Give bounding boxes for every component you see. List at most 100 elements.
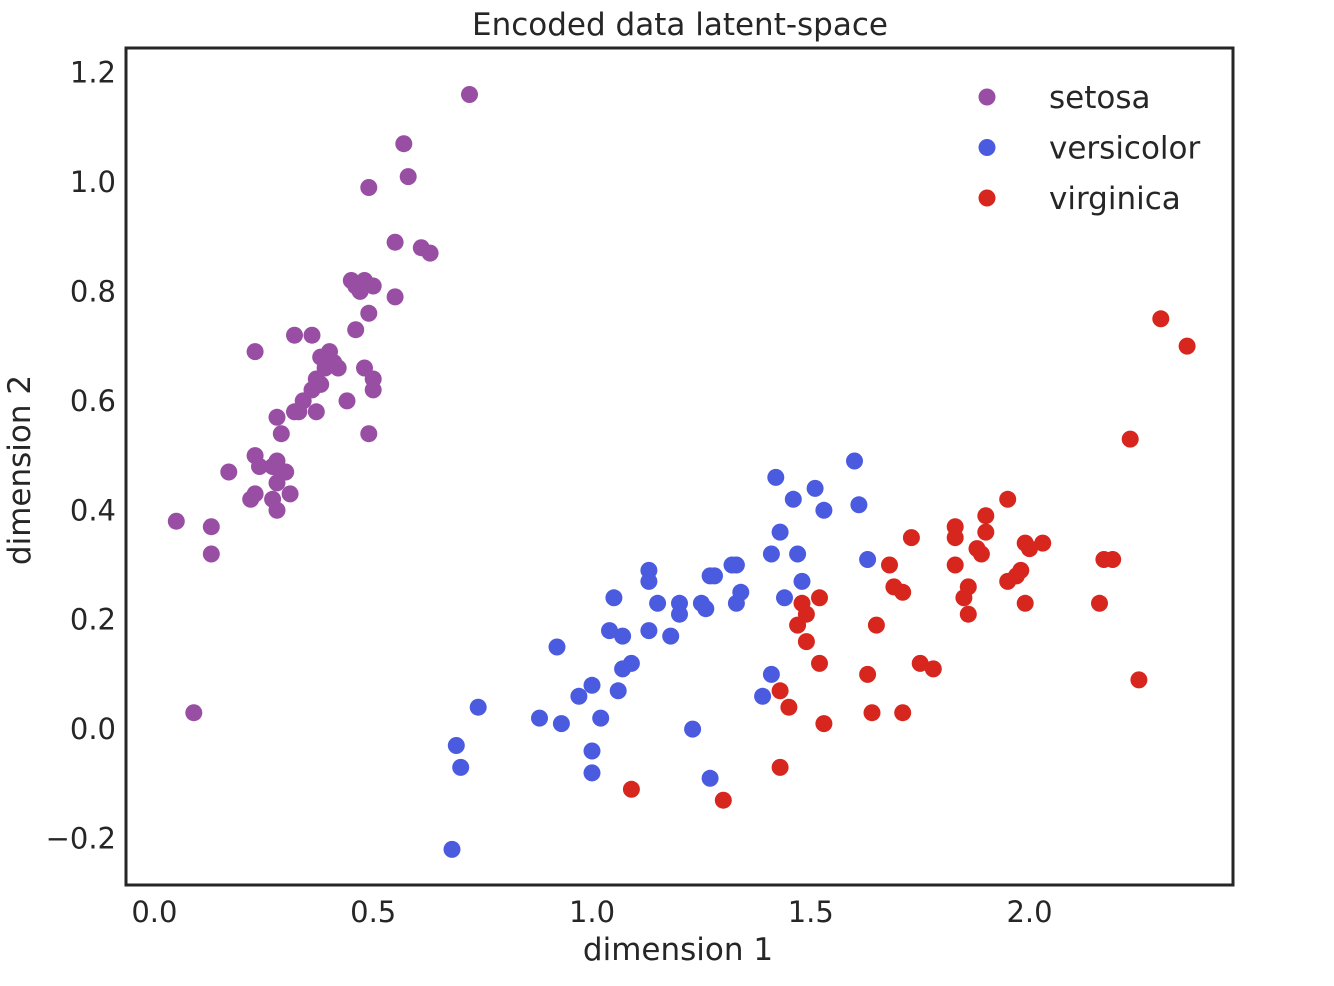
x-tick-label: 0.0 <box>131 895 177 929</box>
point-versicolor-15 <box>701 567 719 585</box>
point-setosa-12 <box>386 288 404 306</box>
point-setosa-17 <box>303 326 321 344</box>
point-virginica-41 <box>863 704 881 722</box>
point-setosa-32 <box>290 403 308 421</box>
point-virginica-4 <box>977 507 995 525</box>
point-versicolor-21 <box>605 589 623 607</box>
point-versicolor-25 <box>697 600 715 618</box>
point-versicolor-38 <box>531 709 548 727</box>
legend-label-versicolor: versicolor <box>1049 131 1201 167</box>
x-tick-label: 1.0 <box>569 895 615 929</box>
y-tick-label: 0.2 <box>70 603 116 637</box>
point-setosa-36 <box>360 425 378 443</box>
legend-label-virginica: virginica <box>1049 181 1181 217</box>
point-setosa-50 <box>167 512 185 530</box>
y-axis-label: dimension 2 <box>2 375 38 565</box>
point-versicolor-4 <box>815 501 833 519</box>
point-virginica-18 <box>881 556 898 574</box>
legend-marker-virginica <box>978 189 996 207</box>
point-versicolor-28 <box>614 627 632 645</box>
x-tick-label: 1.5 <box>788 895 834 929</box>
point-setosa-4 <box>386 233 404 251</box>
y-tick-label: −0.2 <box>46 822 116 856</box>
point-setosa-48 <box>268 501 286 519</box>
point-virginica-31 <box>789 616 807 634</box>
point-virginica-17 <box>946 556 964 574</box>
point-virginica-26 <box>1104 551 1122 568</box>
point-versicolor-23 <box>671 605 688 623</box>
point-setosa-2 <box>395 135 413 153</box>
point-versicolor-10 <box>776 589 793 607</box>
y-tick-label: 1.2 <box>70 56 116 90</box>
y-tick-label: 0.8 <box>70 274 116 308</box>
point-virginica-8 <box>902 529 920 547</box>
point-virginica-44 <box>771 758 789 776</box>
point-virginica-45 <box>622 780 640 798</box>
point-setosa-16 <box>286 326 303 344</box>
point-versicolor-5 <box>850 496 868 514</box>
point-setosa-22 <box>329 359 347 377</box>
points-layer <box>167 86 1196 858</box>
x-axis-label: dimension 1 <box>583 932 773 968</box>
point-versicolor-11 <box>793 572 811 590</box>
point-virginica-35 <box>859 665 877 683</box>
point-versicolor-44 <box>452 758 470 776</box>
legend-marker-versicolor <box>978 139 996 156</box>
point-virginica-6 <box>977 523 995 541</box>
point-virginica-32 <box>867 616 885 634</box>
point-versicolor-34 <box>570 687 588 705</box>
x-tick-label: 0.5 <box>350 895 396 929</box>
point-setosa-3 <box>399 168 417 186</box>
point-versicolor-3 <box>806 479 824 497</box>
point-versicolor-45 <box>583 742 601 760</box>
point-virginica-0 <box>1152 310 1170 328</box>
point-versicolor-40 <box>684 720 702 738</box>
point-versicolor-19 <box>640 572 658 590</box>
y-tick-label: 0.6 <box>70 384 116 418</box>
point-virginica-28 <box>811 589 828 607</box>
point-setosa-43 <box>268 474 286 492</box>
point-versicolor-1 <box>767 468 785 486</box>
point-virginica-12 <box>1034 534 1052 552</box>
point-virginica-23 <box>959 605 977 623</box>
point-versicolor-27 <box>640 622 658 640</box>
point-versicolor-8 <box>789 545 807 563</box>
point-versicolor-46 <box>583 764 601 782</box>
point-versicolor-9 <box>859 551 877 568</box>
point-versicolor-48 <box>443 840 461 858</box>
point-virginica-20 <box>894 583 912 601</box>
point-setosa-38 <box>251 458 268 475</box>
point-setosa-51 <box>202 518 220 536</box>
point-virginica-46 <box>714 791 732 809</box>
point-setosa-28 <box>364 381 382 399</box>
point-setosa-53 <box>185 704 203 722</box>
point-setosa-25 <box>312 375 330 393</box>
point-setosa-14 <box>347 321 365 339</box>
point-setosa-46 <box>242 490 260 508</box>
point-versicolor-43 <box>447 737 465 754</box>
point-setosa-1 <box>360 179 378 196</box>
point-setosa-52 <box>202 545 220 563</box>
point-setosa-44 <box>281 485 299 503</box>
point-versicolor-13 <box>727 556 745 574</box>
point-versicolor-36 <box>592 709 610 727</box>
point-virginica-39 <box>780 698 798 716</box>
point-versicolor-7 <box>762 545 780 563</box>
point-setosa-0 <box>461 86 478 103</box>
y-tick-label: 0.0 <box>70 712 116 746</box>
point-versicolor-32 <box>548 638 566 656</box>
point-setosa-49 <box>220 463 238 481</box>
point-setosa-11 <box>364 277 382 295</box>
point-versicolor-20 <box>649 594 667 612</box>
point-virginica-42 <box>894 704 912 722</box>
point-virginica-40 <box>815 715 833 733</box>
point-setosa-29 <box>338 392 356 410</box>
y-tick-label: 1.0 <box>70 165 116 199</box>
point-virginica-36 <box>911 654 929 672</box>
y-tick-label: 0.4 <box>70 493 116 527</box>
point-virginica-22 <box>955 589 973 607</box>
point-virginica-1 <box>1178 337 1196 355</box>
legend: setosa versicolor virginica <box>978 80 1201 217</box>
point-virginica-2 <box>1121 430 1139 448</box>
